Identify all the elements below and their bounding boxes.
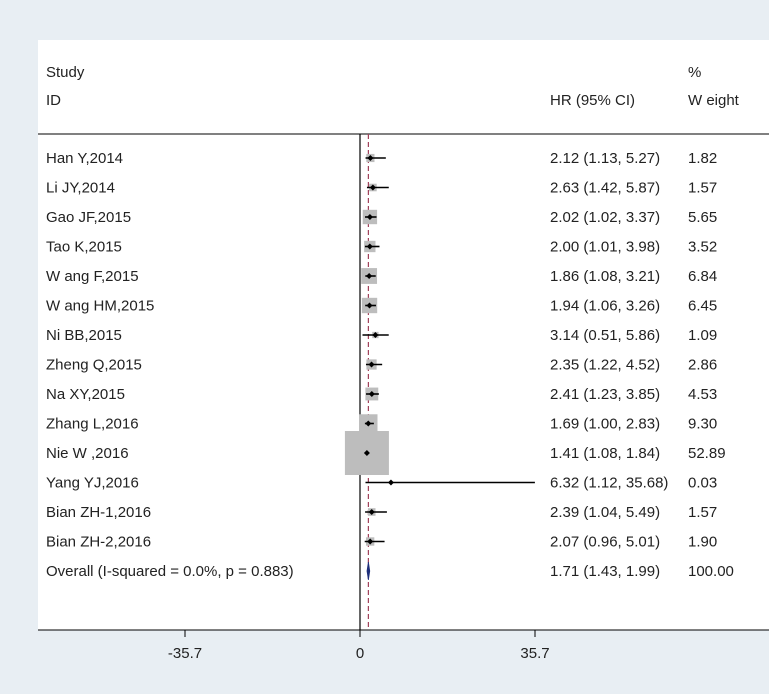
study-weight: 1.57 [688, 504, 717, 521]
x-tick-label: 35.7 [520, 645, 549, 662]
point-estimate [368, 509, 375, 515]
study-label: Zhang L,2016 [46, 416, 139, 433]
study-weight: 9.30 [688, 416, 717, 433]
study-hr-ci: 3.14 (0.51, 5.86) [550, 327, 660, 344]
header-weight-percent: % [688, 64, 701, 81]
header-effect-label: HR (95% CI) [550, 92, 635, 109]
header-id: ID [46, 92, 61, 109]
study-label: Tao K,2015 [46, 239, 122, 256]
study-weight: 1.09 [688, 327, 717, 344]
study-label: Zheng Q,2015 [46, 357, 142, 374]
point-estimate [367, 155, 374, 161]
plot-panel [38, 40, 769, 630]
study-hr-ci: 1.41 (1.08, 1.84) [550, 445, 660, 462]
overall-label: Overall (I-squared = 0.0%, p = 0.883) [46, 563, 294, 580]
x-tick-label: -35.7 [168, 645, 202, 662]
study-hr-ci: 1.94 (1.06, 3.26) [550, 298, 660, 315]
point-estimate [368, 391, 375, 397]
study-label: Han Y,2014 [46, 150, 123, 167]
point-estimate [387, 479, 394, 486]
study-weight: 5.65 [688, 209, 717, 226]
study-label: W ang F,2015 [46, 268, 139, 285]
study-label: Bian ZH-2,2016 [46, 534, 151, 551]
overall-weight: 100.00 [688, 563, 734, 580]
study-weight: 3.52 [688, 239, 717, 256]
point-estimate [367, 538, 374, 545]
study-weight: 1.90 [688, 534, 717, 551]
header-study: Study [46, 64, 85, 81]
study-label: Ni BB,2015 [46, 327, 122, 344]
point-estimate [368, 361, 375, 368]
point-estimate [369, 184, 376, 191]
study-label: Bian ZH-1,2016 [46, 504, 151, 521]
study-weight: 4.53 [688, 386, 717, 403]
study-hr-ci: 2.07 (0.96, 5.01) [550, 534, 660, 551]
point-estimate [366, 273, 373, 279]
x-tick-label: 0 [356, 645, 364, 662]
overall-hr-ci: 1.71 (1.43, 1.99) [550, 563, 660, 580]
study-weight: 2.86 [688, 357, 717, 374]
study-weight: 6.45 [688, 298, 717, 315]
study-hr-ci: 2.12 (1.13, 5.27) [550, 150, 660, 167]
header-weight: W eight [688, 92, 740, 109]
study-hr-ci: 1.69 (1.00, 2.83) [550, 416, 660, 433]
study-hr-ci: 6.32 (1.12, 35.68) [550, 475, 668, 492]
study-weight: 1.82 [688, 150, 717, 167]
point-estimate [372, 332, 379, 338]
study-weight: 1.57 [688, 180, 717, 197]
study-weight: 52.89 [688, 445, 726, 462]
study-hr-ci: 2.00 (1.01, 3.98) [550, 239, 660, 256]
study-label: Yang YJ,2016 [46, 475, 139, 492]
point-estimate [365, 420, 372, 427]
point-estimate [363, 450, 370, 456]
overall-diamond [366, 561, 371, 581]
study-label: Nie W ,2016 [46, 445, 129, 462]
study-label: Na XY,2015 [46, 386, 125, 403]
point-estimate [366, 214, 373, 220]
study-hr-ci: 1.86 (1.08, 3.21) [550, 268, 660, 285]
point-estimate [366, 243, 373, 250]
study-label: W ang HM,2015 [46, 298, 154, 315]
study-label: Gao JF,2015 [46, 209, 131, 226]
study-weight: 6.84 [688, 268, 717, 285]
study-hr-ci: 2.41 (1.23, 3.85) [550, 386, 660, 403]
study-hr-ci: 2.63 (1.42, 5.87) [550, 180, 660, 197]
study-hr-ci: 2.02 (1.02, 3.37) [550, 209, 660, 226]
point-estimate [366, 302, 373, 309]
study-hr-ci: 2.35 (1.22, 4.52) [550, 357, 660, 374]
study-hr-ci: 2.39 (1.04, 5.49) [550, 504, 660, 521]
study-label: Li JY,2014 [46, 180, 115, 197]
study-weight: 0.03 [688, 475, 717, 492]
